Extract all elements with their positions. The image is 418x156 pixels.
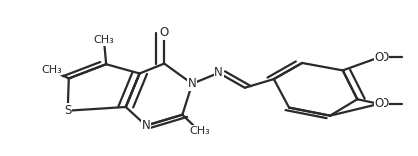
Text: N: N <box>142 119 150 132</box>
Text: N: N <box>214 66 223 79</box>
Text: O: O <box>379 51 388 64</box>
Text: O: O <box>375 97 384 110</box>
Text: CH₃: CH₃ <box>41 65 62 75</box>
Text: O: O <box>160 26 169 39</box>
Text: N: N <box>188 77 196 90</box>
Text: CH₃: CH₃ <box>189 126 210 136</box>
Text: CH₃: CH₃ <box>94 35 115 45</box>
Text: S: S <box>64 104 71 117</box>
Text: O: O <box>375 51 384 64</box>
Text: O: O <box>379 97 388 110</box>
